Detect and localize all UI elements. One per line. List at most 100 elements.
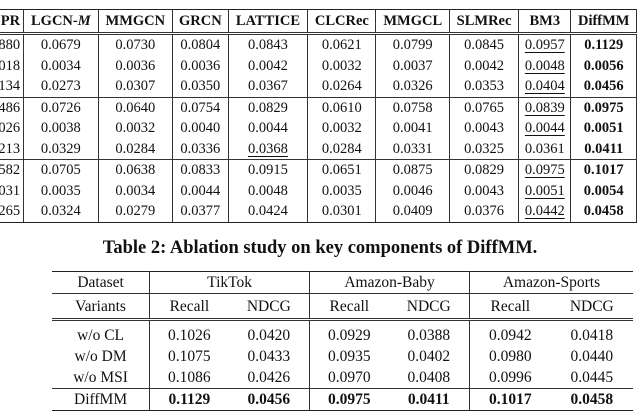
table-cell: 0.0054 — [570, 180, 637, 201]
table-caption: Table 2: Ablation study on key component… — [102, 238, 538, 258]
table-row: 582 0.0705 0.0638 0.0833 0.0915 0.0651 0.0875 0… — [0, 159, 637, 181]
table-cell: 0.0651 — [307, 159, 377, 181]
dataset-header: Amazon-Baby — [309, 271, 470, 294]
metric-header: NDCG — [550, 293, 633, 321]
variant-name: w/o DM — [52, 346, 151, 367]
table-cell: 0.0975 — [518, 159, 572, 181]
table-row: 134 0.0273 0.0307 0.0350 0.0367 0.0264 0.0326 0… — [0, 76, 637, 97]
table-row: 880 0.0679 0.0730 0.0804 0.0843 0.0621 0.0799 0… — [0, 33, 637, 56]
table-cell: 0.0326 — [375, 76, 451, 97]
table-cell: 0.0368 — [227, 138, 309, 160]
col-header: LGCN-M — [23, 9, 99, 35]
table-cell: 0.0765 — [449, 96, 520, 118]
table-row: 026 0.0038 0.0032 0.0040 0.0044 0.0032 0.0041 0… — [0, 118, 637, 139]
table-cell: 0.0032 — [97, 118, 174, 139]
metric-header: Recall — [309, 293, 389, 321]
table-cell: 0.0456 — [570, 76, 637, 97]
table-cell: 0.0376 — [449, 201, 520, 223]
table-cell: 0.0034 — [23, 55, 99, 76]
underlined-value: 0.0044 — [524, 120, 565, 137]
table-cell: 0.0411 — [570, 138, 637, 160]
table-cell: 0.0051 — [518, 180, 572, 201]
dataset-label: Dataset — [52, 271, 151, 294]
table-cell: 0.0042 — [449, 55, 520, 76]
table-cell: 0.0726 — [23, 96, 99, 118]
metric-header: NDCG — [388, 293, 470, 321]
table-cell: 0.0420 — [228, 319, 311, 346]
table-cell: 0.0331 — [375, 138, 451, 160]
header-row: PR LGCN-M MMGCN GRCN LATTICE CLCRec MMGC… — [0, 9, 637, 35]
table-cell: 0.0048 — [227, 180, 309, 201]
table-cell: 0.0040 — [172, 118, 229, 139]
underlined-value: 0.0839 — [524, 99, 565, 116]
col-header: DiffMM — [570, 9, 637, 35]
table-cell: 0.0284 — [307, 138, 377, 160]
table-cell: 0.0035 — [307, 180, 377, 201]
table-cell: 0.0325 — [449, 138, 520, 160]
metric-header: NDCG — [228, 293, 311, 321]
table-cell: 0.0679 — [23, 33, 99, 56]
table-cell: 0.0845 — [449, 33, 520, 56]
variant-row: w/o MSI 0.1086 0.0426 0.0970 0.0408 0.0996 0.0… — [52, 367, 633, 389]
results-table: PR LGCN-M MMGCN GRCN LATTICE CLCRec MMGC… — [0, 9, 637, 223]
table-cell: 0.0730 — [97, 33, 174, 56]
underlined-value: 0.0404 — [524, 78, 565, 95]
table-row: 031 0.0035 0.0034 0.0044 0.0048 0.0035 0.0046 0… — [0, 180, 637, 201]
variant-name: w/o MSI — [52, 367, 151, 389]
table-cell: 582 — [0, 159, 25, 181]
table-row: 213 0.0329 0.0284 0.0336 0.0368 0.0284 0.0331 0… — [0, 138, 637, 160]
table-cell: 0.0433 — [228, 346, 311, 367]
table-cell: 213 — [0, 138, 25, 160]
table-cell: 0.0032 — [307, 118, 377, 139]
table-cell: 0.0445 — [570, 369, 614, 386]
table-cell: 0.0610 — [307, 96, 377, 118]
table-cell: 0.0442 — [518, 201, 572, 223]
table-cell: 0.0975 — [570, 96, 637, 118]
table-cell: 0.0980 — [488, 348, 532, 365]
table-cell: 0.0044 — [172, 180, 229, 201]
col-header: MMGCL — [375, 9, 451, 35]
table-row: 265 0.0324 0.0279 0.0377 0.0424 0.0301 0.0409 0… — [0, 201, 637, 223]
table-cell: 0.0038 — [23, 118, 99, 139]
table-cell: 0.0758 — [375, 96, 451, 118]
col-header: GRCN — [172, 9, 229, 35]
table-cell: 0.0048 — [518, 55, 572, 76]
metric-header: Recall — [149, 293, 229, 321]
table-cell: 0.0975 — [309, 388, 389, 411]
underlined-value: 0.0957 — [524, 37, 565, 54]
table-cell: 0.0043 — [449, 118, 520, 139]
table-cell: 0.0046 — [375, 180, 451, 201]
table-row: 018 0.0034 0.0036 0.0036 0.0042 0.0032 0.0037 0… — [0, 55, 637, 76]
table-cell: 0.0043 — [449, 180, 520, 201]
table-cell: 0.0051 — [570, 118, 637, 139]
table-cell: 0.0037 — [375, 55, 451, 76]
table-cell: 0.0042 — [227, 55, 309, 76]
table-cell: 0.1026 — [168, 327, 211, 344]
header-row: Dataset TikTok Amazon-Baby Amazon-Sports — [52, 271, 633, 294]
table-cell: 0.0388 — [388, 319, 470, 346]
table-cell: 0.0336 — [172, 138, 229, 160]
table-cell: 0.0279 — [97, 201, 174, 223]
table-cell: 0.0350 — [172, 76, 229, 97]
table-cell: 134 — [0, 76, 25, 97]
table-cell: 0.0329 — [23, 138, 99, 160]
table-cell: 0.1129 — [149, 388, 229, 411]
metric-header: Recall — [469, 293, 551, 321]
table-cell: 0.0640 — [97, 96, 174, 118]
table-cell: 0.0638 — [97, 159, 174, 181]
table-cell: 0.0804 — [172, 33, 229, 56]
table-cell: 0.0032 — [307, 55, 377, 76]
table-cell: 0.0367 — [227, 76, 309, 97]
underlined-value: 0.0051 — [524, 182, 565, 199]
variant-name: w/o CL — [52, 319, 151, 346]
table-cell: 0.0839 — [518, 96, 572, 118]
table-cell: 0.0307 — [97, 76, 174, 97]
ablation-table: Dataset TikTok Amazon-Baby Amazon-Sports… — [52, 271, 633, 411]
table-cell: 880 — [0, 33, 25, 56]
table-cell: 0.0754 — [172, 96, 229, 118]
table-cell: 0.1017 — [570, 159, 637, 181]
table-cell: 0.0929 — [327, 327, 371, 344]
table-cell: 0.0411 — [388, 388, 470, 411]
table-cell: 0.0705 — [23, 159, 99, 181]
table-cell: 0.0458 — [570, 201, 637, 223]
